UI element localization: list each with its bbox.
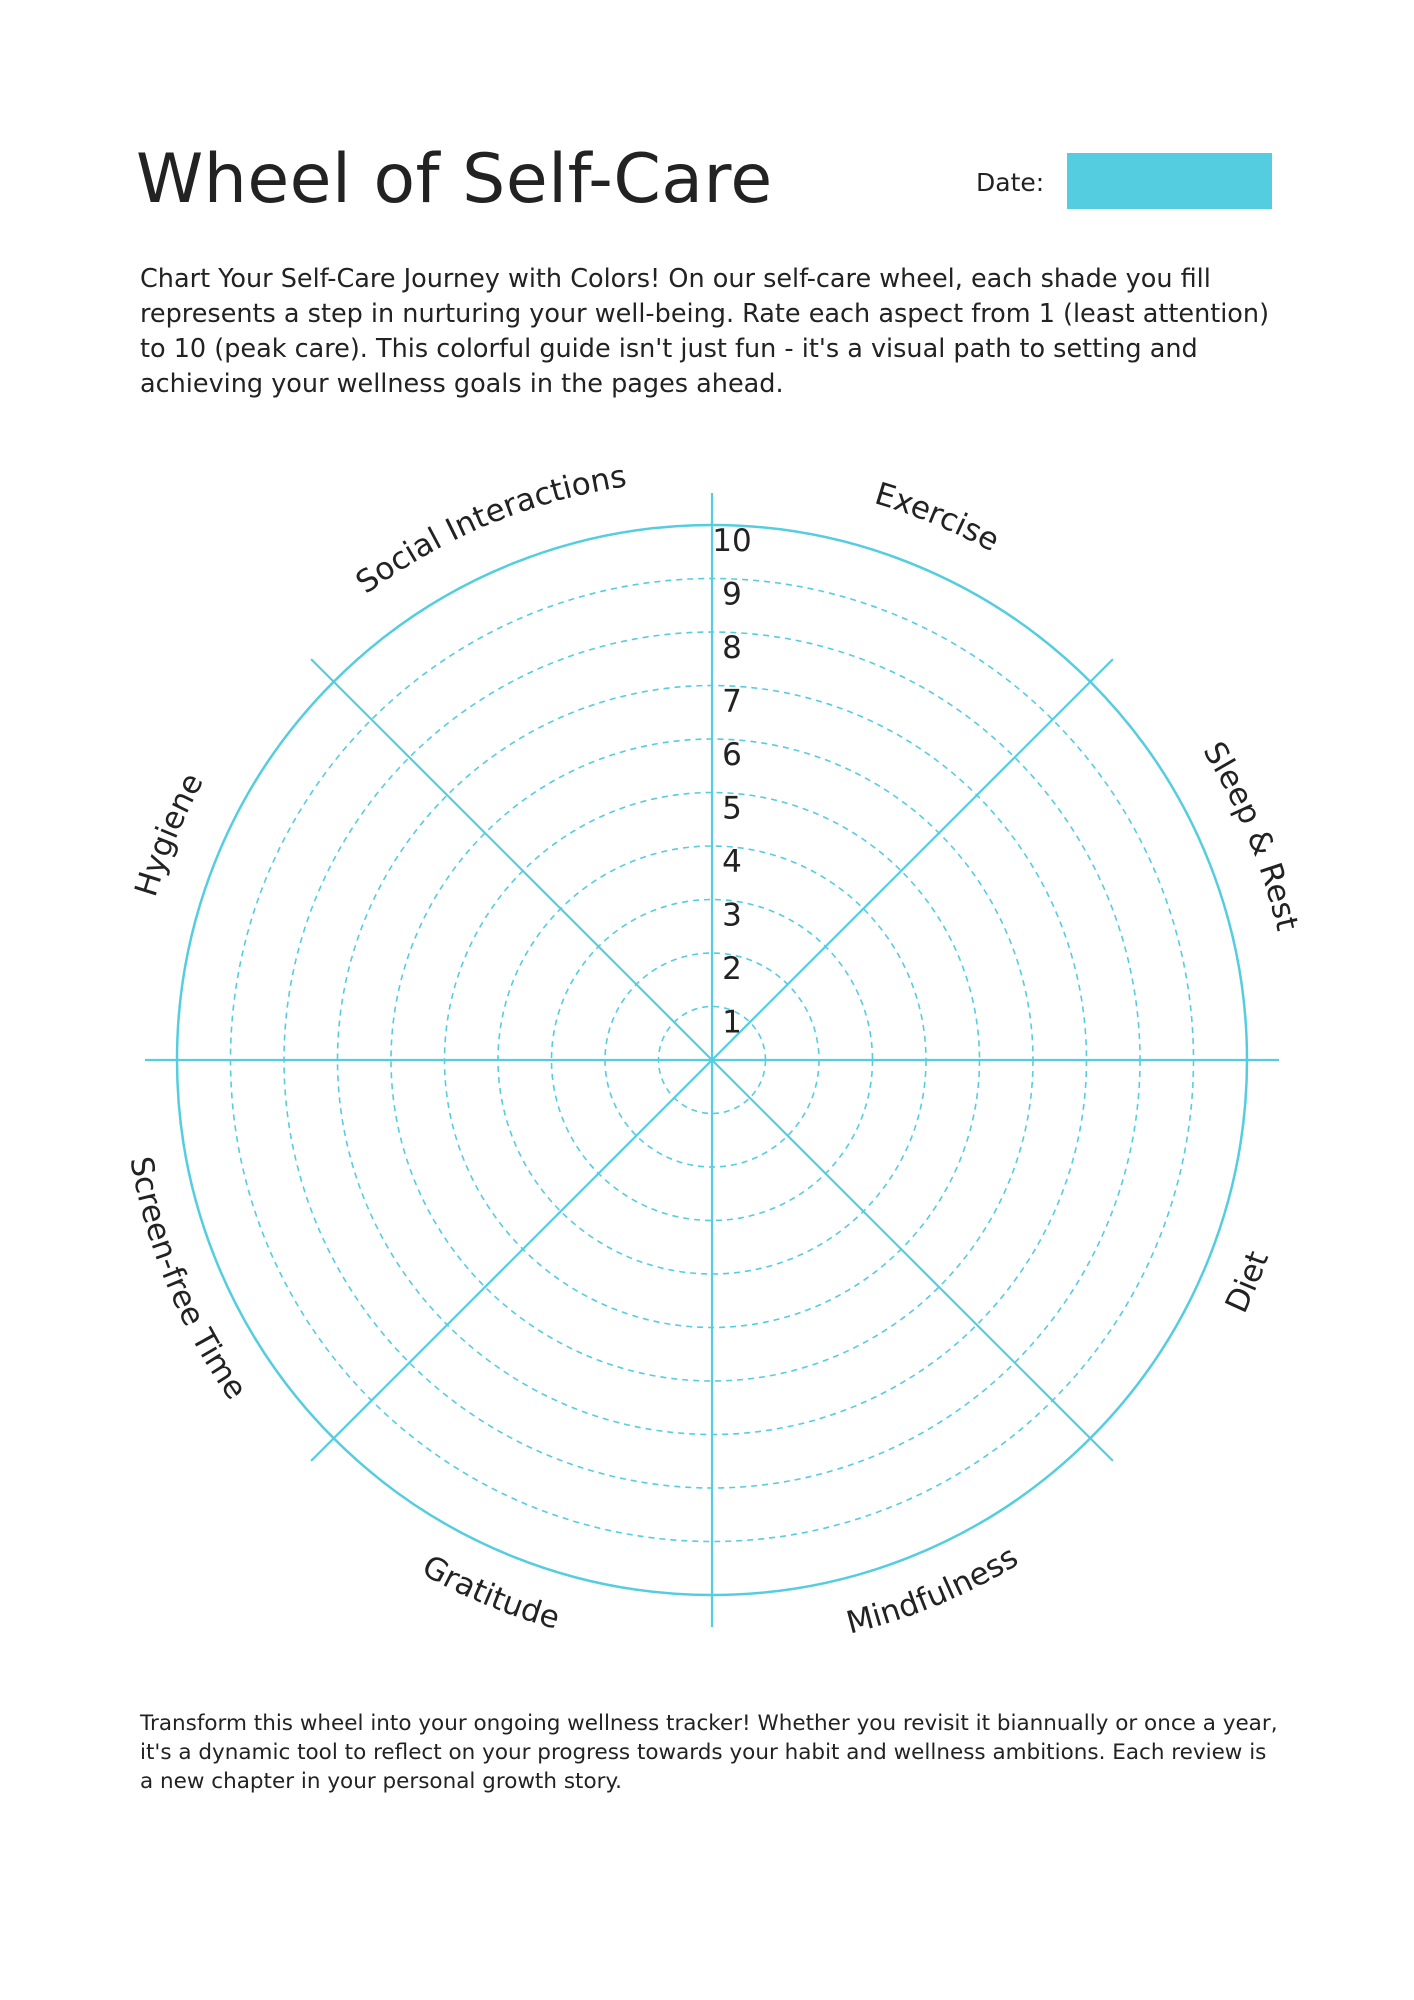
intro-paragraph: Chart Your Self-Care Journey with Colors… <box>140 264 1270 399</box>
page-title: Wheel of Self-Care <box>136 140 773 219</box>
outro-paragraph: Transform this wheel into your ongoing w… <box>140 1711 1278 1794</box>
ring-label-1: 1 <box>722 1005 742 1041</box>
date-label: Date: <box>976 168 1045 197</box>
category-label-exercise: Exercise <box>871 476 1005 559</box>
self-care-wheel[interactable]: 1 2 3 4 5 6 7 8 9 10 Exercise Sleep & Rest Diet Mind… <box>0 430 1414 1670</box>
ring-label-7: 7 <box>722 684 742 720</box>
ring-label-2: 2 <box>722 951 742 987</box>
category-label-diet: Diet <box>1219 1246 1276 1318</box>
ring-number-labels: 1 2 3 4 5 6 7 8 9 10 <box>712 523 751 1041</box>
ring-label-5: 5 <box>722 791 742 827</box>
category-label-screen-free-time: Screen-free Time <box>122 1154 253 1406</box>
spoke-4 <box>310 658 1114 1462</box>
ring-label-10: 10 <box>712 523 751 559</box>
ring-label-9: 9 <box>722 577 742 613</box>
ring-label-3: 3 <box>722 898 742 934</box>
category-labels: Exercise Sleep & Rest Diet Mindfulness Grati… <box>122 458 1305 1641</box>
category-label-mindfulness: Mindfulness <box>843 1539 1024 1641</box>
wheel-spokes <box>145 493 1279 1627</box>
ring-label-8: 8 <box>722 630 742 666</box>
category-label-gratitude: Gratitude <box>416 1548 563 1636</box>
category-label-hygiene: Hygiene <box>128 767 211 900</box>
date-field[interactable] <box>1067 153 1272 209</box>
ring-label-6: 6 <box>722 737 742 773</box>
ring-label-4: 4 <box>722 844 742 880</box>
category-label-sleep-rest: Sleep & Rest <box>1196 736 1305 934</box>
category-label-social-interactions: Social Interactions <box>349 458 628 601</box>
